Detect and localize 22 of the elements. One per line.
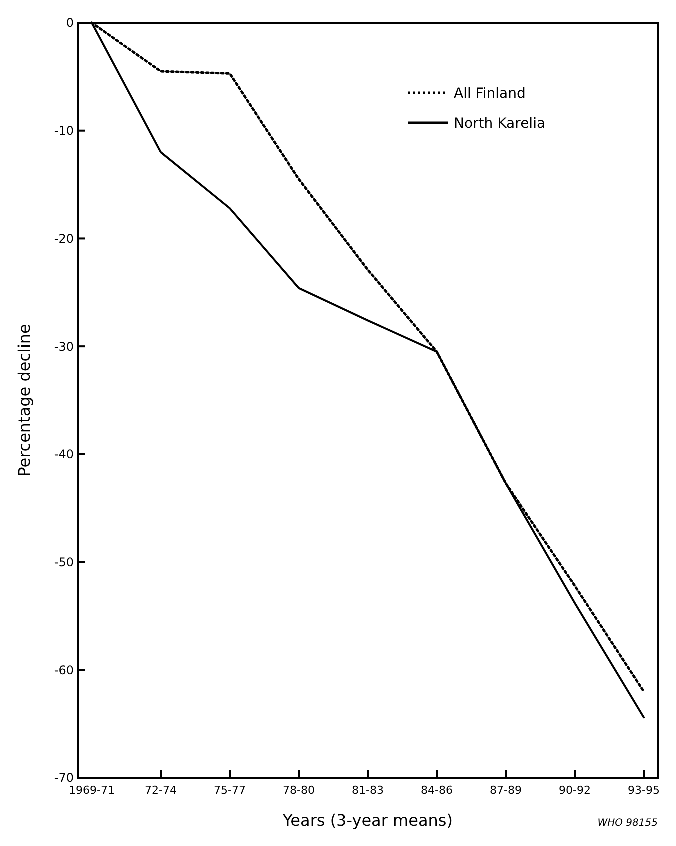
x-tick-label: 1969-71 bbox=[69, 784, 115, 797]
y-tick-label: -20 bbox=[54, 232, 74, 246]
x-axis-title: Years (3-year means) bbox=[282, 811, 453, 830]
y-tick-label: -10 bbox=[54, 124, 74, 138]
y-axis-title: Percentage decline bbox=[15, 324, 34, 477]
legend-label: All Finland bbox=[454, 86, 526, 102]
x-tick-label: 72-74 bbox=[145, 784, 177, 797]
x-tick-label: 81-83 bbox=[352, 784, 384, 797]
legend-label: North Karelia bbox=[454, 116, 546, 132]
x-tick-label: 90-92 bbox=[559, 784, 591, 797]
y-tick-label: -30 bbox=[54, 340, 74, 354]
text: WHO 98155 bbox=[598, 818, 658, 829]
y-tick-label: -40 bbox=[54, 448, 74, 462]
y-tick-label: 0 bbox=[66, 16, 74, 30]
x-tick-label: 78-80 bbox=[283, 784, 315, 797]
x-tick-label: 87-89 bbox=[490, 784, 522, 797]
y-tick-label: -50 bbox=[54, 555, 74, 570]
x-tick-label: 84-86 bbox=[421, 784, 453, 797]
y-tick-label: -60 bbox=[54, 663, 74, 678]
y-tick-label: -70 bbox=[54, 771, 74, 786]
x-tick-label: 93-95 bbox=[628, 784, 660, 797]
x-tick-label: 75-77 bbox=[214, 784, 246, 797]
